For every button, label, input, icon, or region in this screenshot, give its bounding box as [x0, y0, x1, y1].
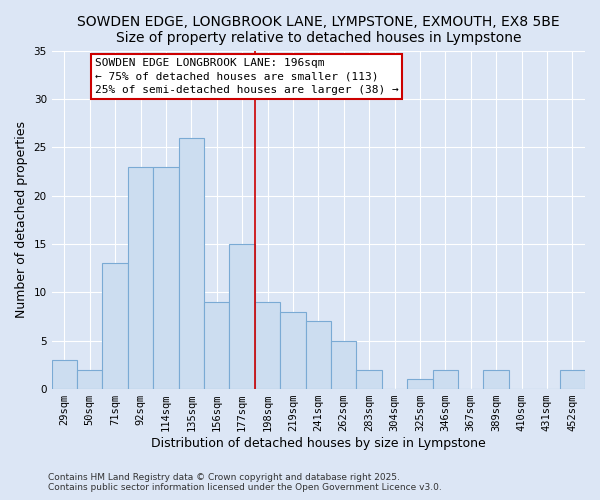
Bar — [103, 264, 128, 389]
Bar — [407, 380, 433, 389]
Text: Contains HM Land Registry data © Crown copyright and database right 2025.
Contai: Contains HM Land Registry data © Crown c… — [48, 473, 442, 492]
Bar — [179, 138, 204, 389]
Bar — [331, 340, 356, 389]
Bar — [77, 370, 103, 389]
Bar — [433, 370, 458, 389]
Bar — [52, 360, 77, 389]
Y-axis label: Number of detached properties: Number of detached properties — [15, 122, 28, 318]
Bar — [560, 370, 585, 389]
Bar — [229, 244, 255, 389]
Bar — [255, 302, 280, 389]
X-axis label: Distribution of detached houses by size in Lympstone: Distribution of detached houses by size … — [151, 437, 486, 450]
Bar — [128, 166, 153, 389]
Text: SOWDEN EDGE LONGBROOK LANE: 196sqm
← 75% of detached houses are smaller (113)
25: SOWDEN EDGE LONGBROOK LANE: 196sqm ← 75%… — [95, 58, 398, 94]
Bar — [484, 370, 509, 389]
Bar — [305, 322, 331, 389]
Title: SOWDEN EDGE, LONGBROOK LANE, LYMPSTONE, EXMOUTH, EX8 5BE
Size of property relati: SOWDEN EDGE, LONGBROOK LANE, LYMPSTONE, … — [77, 15, 560, 45]
Bar — [153, 166, 179, 389]
Bar — [280, 312, 305, 389]
Bar — [204, 302, 229, 389]
Bar — [356, 370, 382, 389]
